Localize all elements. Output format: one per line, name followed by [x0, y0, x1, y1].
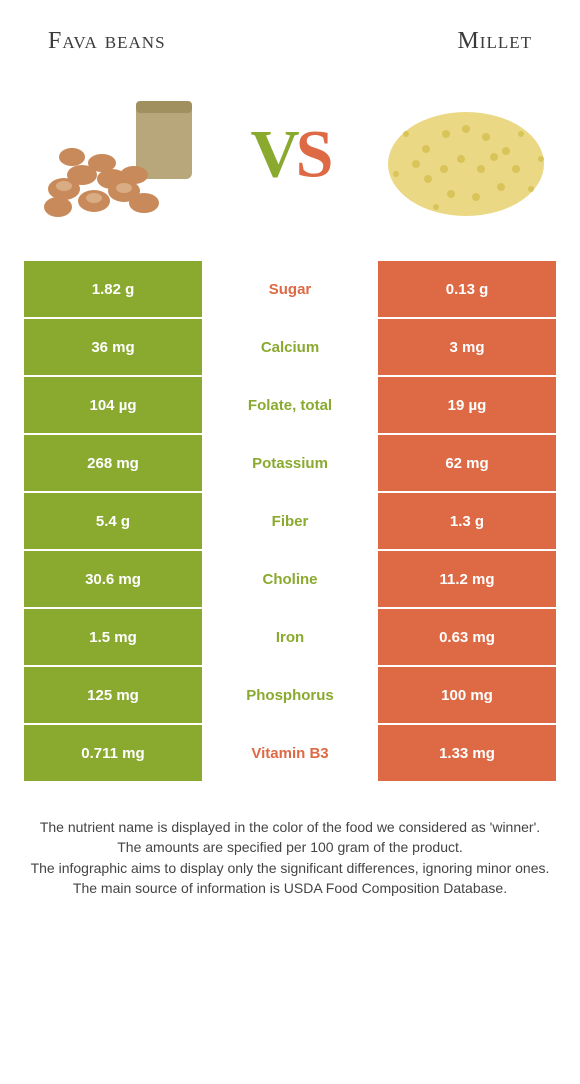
- nutrient-row: 104 µgFolate, total19 µg: [24, 377, 556, 433]
- left-value: 125 mg: [24, 667, 202, 723]
- nutrient-row: 5.4 gFiber1.3 g: [24, 493, 556, 549]
- right-food-title: Millet: [457, 28, 532, 55]
- nutrient-name: Sugar: [202, 261, 378, 317]
- right-value: 11.2 mg: [378, 551, 556, 607]
- left-food-title: Fava beans: [48, 28, 166, 55]
- nutrient-name: Iron: [202, 609, 378, 665]
- right-value: 0.13 g: [378, 261, 556, 317]
- nutrient-name: Vitamin B3: [202, 725, 378, 781]
- hero-row: VS: [0, 63, 580, 253]
- left-value: 104 µg: [24, 377, 202, 433]
- vs-s: S: [296, 116, 330, 192]
- nutrient-row: 0.711 mgVitamin B31.33 mg: [24, 725, 556, 781]
- right-value: 3 mg: [378, 319, 556, 375]
- nutrient-row: 1.5 mgIron0.63 mg: [24, 609, 556, 665]
- nutrient-table: 1.82 gSugar0.13 g36 mgCalcium3 mg104 µgF…: [24, 261, 556, 781]
- vs-v: V: [251, 116, 296, 192]
- nutrient-name: Calcium: [202, 319, 378, 375]
- nutrient-name: Phosphorus: [202, 667, 378, 723]
- fava-beans-illustration: [24, 79, 214, 229]
- left-value: 268 mg: [24, 435, 202, 491]
- header: Fava beans Millet: [0, 0, 580, 63]
- right-value: 1.3 g: [378, 493, 556, 549]
- right-value: 19 µg: [378, 377, 556, 433]
- millet-illustration: [366, 79, 556, 229]
- nutrient-row: 125 mgPhosphorus100 mg: [24, 667, 556, 723]
- footer-line-4: The main source of information is USDA F…: [24, 878, 556, 898]
- left-value: 5.4 g: [24, 493, 202, 549]
- left-value: 36 mg: [24, 319, 202, 375]
- right-value: 1.33 mg: [378, 725, 556, 781]
- footer-line-2: The amounts are specified per 100 gram o…: [24, 837, 556, 857]
- left-value: 30.6 mg: [24, 551, 202, 607]
- nutrient-row: 36 mgCalcium3 mg: [24, 319, 556, 375]
- nutrient-row: 30.6 mgCholine11.2 mg: [24, 551, 556, 607]
- right-value: 100 mg: [378, 667, 556, 723]
- right-value: 0.63 mg: [378, 609, 556, 665]
- nutrient-row: 268 mgPotassium62 mg: [24, 435, 556, 491]
- left-value: 1.5 mg: [24, 609, 202, 665]
- nutrient-name: Fiber: [202, 493, 378, 549]
- footer-line-3: The infographic aims to display only the…: [24, 858, 556, 878]
- nutrient-row: 1.82 gSugar0.13 g: [24, 261, 556, 317]
- left-value: 0.711 mg: [24, 725, 202, 781]
- nutrient-name: Potassium: [202, 435, 378, 491]
- left-value: 1.82 g: [24, 261, 202, 317]
- right-value: 62 mg: [378, 435, 556, 491]
- footer-notes: The nutrient name is displayed in the co…: [0, 781, 580, 898]
- nutrient-name: Choline: [202, 551, 378, 607]
- vs-label: VS: [251, 115, 330, 194]
- nutrient-name: Folate, total: [202, 377, 378, 433]
- footer-line-1: The nutrient name is displayed in the co…: [24, 817, 556, 837]
